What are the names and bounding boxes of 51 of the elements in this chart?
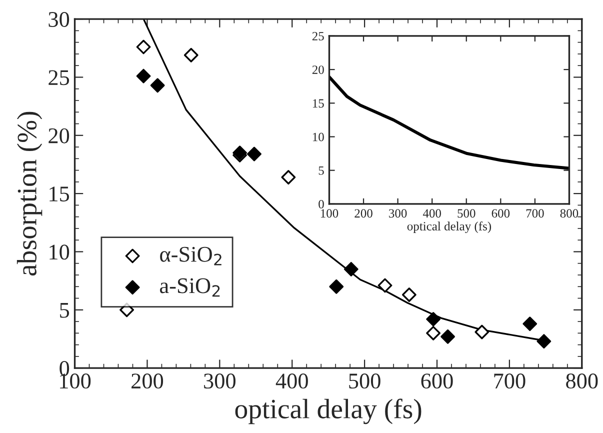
point <box>402 288 416 302</box>
x-tick-label: 700 <box>526 209 544 218</box>
y-tick-label: 5 <box>318 166 324 175</box>
y-tick-label: 0 <box>60 360 70 376</box>
x-axis-title: optical delay (fs) <box>235 398 422 424</box>
x-tick-label: 800 <box>566 374 598 389</box>
point <box>329 279 344 294</box>
point <box>150 78 165 93</box>
x-tick-label: 400 <box>276 374 308 389</box>
point <box>378 278 392 293</box>
y-tick-label: 10 <box>50 244 70 260</box>
x-tick-label: 300 <box>389 209 407 218</box>
x-tick-label: 200 <box>354 209 372 218</box>
y-tick-label: 25 <box>312 32 324 40</box>
y-tick-label: 30 <box>48 12 70 27</box>
point <box>184 48 198 62</box>
x-tick-label: 300 <box>204 374 236 389</box>
x-tick-label: 100 <box>320 209 338 218</box>
x-tick-label: 500 <box>349 374 380 389</box>
x-tick-label: 200 <box>132 374 164 389</box>
point <box>536 334 552 348</box>
y-tick-label: 25 <box>48 70 70 86</box>
point <box>136 68 151 84</box>
x-tick-label: 800 <box>560 209 578 218</box>
x-tick-label: 100 <box>60 374 91 389</box>
x-tick-label: 500 <box>458 209 476 218</box>
point <box>281 170 296 184</box>
point <box>426 312 441 326</box>
point <box>440 329 455 344</box>
point <box>426 326 441 340</box>
y-axis-title: absorption (%) <box>16 112 42 276</box>
point <box>522 316 538 332</box>
legend-label: α-SiO$_{2}$ <box>160 246 222 266</box>
point <box>344 262 358 276</box>
x-tick-label: 700 <box>494 374 526 389</box>
line-series <box>329 75 570 170</box>
point <box>247 146 262 162</box>
y-tick-label: 10 <box>312 132 324 142</box>
y-tick-label: 5 <box>60 303 70 318</box>
legend-label: a-SiO$_{2}$ <box>160 278 220 297</box>
x-tick-label: 400 <box>422 209 441 218</box>
y-tick-label: 0 <box>318 200 324 208</box>
y-tick-label: 15 <box>312 99 324 108</box>
point <box>136 40 151 54</box>
y-tick-label: 15 <box>50 186 70 202</box>
x-axis-title: optical delay (fs) <box>407 222 492 234</box>
point <box>474 324 490 340</box>
y-tick-label: 20 <box>312 66 324 74</box>
x-tick-label: 600 <box>492 209 510 218</box>
x-tick-label: 600 <box>421 374 453 389</box>
y-tick-label: 20 <box>48 128 70 144</box>
